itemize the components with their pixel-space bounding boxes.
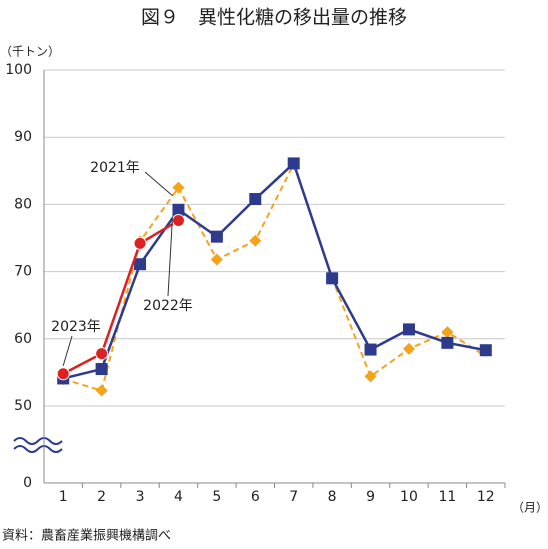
marker xyxy=(249,193,262,206)
x-tick-label: 10 xyxy=(400,489,418,505)
x-tick-label: 4 xyxy=(174,489,183,505)
series-label: 2023年 xyxy=(51,319,101,335)
marker xyxy=(402,323,415,336)
marker xyxy=(210,253,223,266)
marker xyxy=(172,181,185,194)
x-tick-label: 9 xyxy=(366,489,375,505)
x-tick-label: 7 xyxy=(289,489,298,505)
marker xyxy=(364,370,377,383)
marker xyxy=(402,342,415,355)
y-tick-label: 100 xyxy=(5,62,32,78)
leader-line xyxy=(167,217,173,297)
leader-line xyxy=(144,171,173,196)
y-tick-label: 80 xyxy=(14,196,32,212)
marker xyxy=(287,157,300,170)
y-tick-label: 70 xyxy=(14,264,32,280)
marker xyxy=(326,272,339,285)
x-tick-label: 1 xyxy=(59,489,68,505)
marker xyxy=(56,367,70,381)
marker xyxy=(95,384,108,397)
chart-title: 図９ 異性化糖の移出量の推移 xyxy=(141,7,407,29)
series-line xyxy=(62,161,487,392)
marker xyxy=(364,343,377,356)
source: 資料：農畜産業振興機構調べ xyxy=(2,528,171,544)
x-tick-label: 8 xyxy=(328,489,337,505)
marker xyxy=(171,214,185,228)
x-tick-label: 3 xyxy=(136,489,145,505)
series-line xyxy=(62,219,180,375)
marker xyxy=(441,326,454,339)
marker xyxy=(210,230,223,243)
series-label: 2021年 xyxy=(90,160,140,176)
leader-line xyxy=(62,335,73,366)
series-label: 2022年 xyxy=(143,298,193,314)
x-tick-label: 12 xyxy=(477,489,495,505)
marker xyxy=(441,336,454,349)
y-tick-label: 0 xyxy=(23,475,32,491)
x-tick-label: 11 xyxy=(438,489,456,505)
axis-break xyxy=(13,437,63,453)
marker xyxy=(95,347,109,361)
x-axis-label: （月） xyxy=(512,501,548,515)
marker xyxy=(133,236,147,250)
marker xyxy=(172,203,185,216)
x-tick-label: 6 xyxy=(251,489,260,505)
marker xyxy=(249,234,262,247)
marker xyxy=(95,363,108,376)
y-tick-label: 90 xyxy=(14,129,32,145)
x-tick-label: 5 xyxy=(212,489,221,505)
marker xyxy=(134,258,147,271)
y-tick-label: 60 xyxy=(14,331,32,347)
series-line xyxy=(62,161,487,380)
y-axis-label: （千トン） xyxy=(0,45,60,59)
x-tick-label: 2 xyxy=(97,489,106,505)
y-tick-label: 50 xyxy=(14,398,32,414)
marker xyxy=(479,344,492,357)
